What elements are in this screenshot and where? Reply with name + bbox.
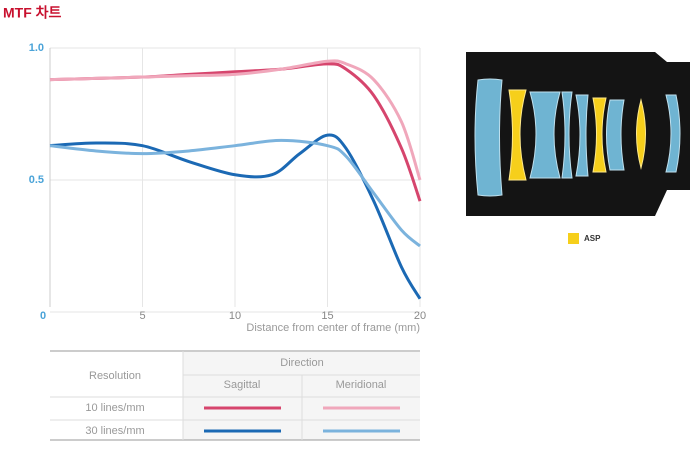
asp-elements xyxy=(508,89,646,181)
asp-label: ASP xyxy=(584,234,601,243)
x-tick-label: 20 xyxy=(414,310,426,322)
row-label: 10 lines/mm xyxy=(85,402,144,414)
column-label: Meridional xyxy=(336,379,387,391)
x-tick-label: 5 xyxy=(139,310,145,322)
legend-table: Resolution Direction Sagittal Meridional 1… xyxy=(50,350,420,441)
lens-diagram: ASP xyxy=(466,52,690,244)
chart-title: MTF 차트 xyxy=(3,5,62,21)
x-tick-label: 0 xyxy=(40,310,46,322)
x-axis-label: Distance from center of frame (mm) xyxy=(246,322,420,334)
asp-swatch xyxy=(568,233,579,244)
column-label: Sagittal xyxy=(224,379,261,391)
lens-elements xyxy=(474,78,681,197)
y-tick-label: 1.0 xyxy=(29,42,44,54)
row-label: 30 lines/mm xyxy=(85,425,144,437)
mtf-line xyxy=(49,133,422,300)
row-header: Resolution xyxy=(89,370,141,382)
mtf-line xyxy=(49,138,421,248)
column-header: Direction xyxy=(280,357,323,369)
mtf-line xyxy=(49,59,422,181)
x-tick-label: 15 xyxy=(321,310,333,322)
x-tick-label: 10 xyxy=(229,310,241,322)
y-tick-label: 0.5 xyxy=(29,174,44,186)
